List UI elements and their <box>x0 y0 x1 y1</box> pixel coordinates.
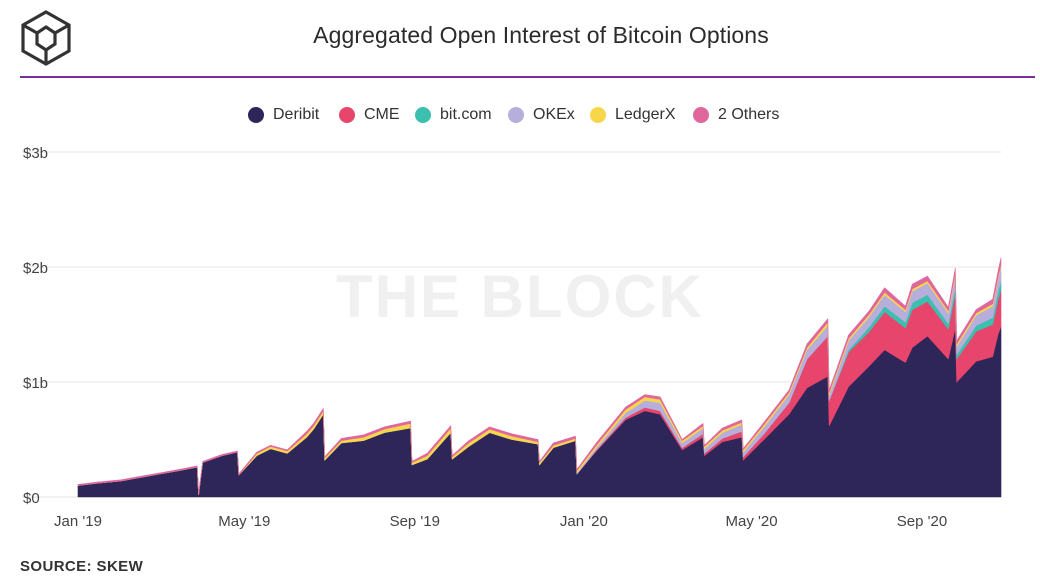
y-tick-label: $3b <box>23 145 48 162</box>
legend-label: OKEx <box>533 106 575 123</box>
x-tick-label: May '20 <box>726 513 778 530</box>
chart-header: Aggregated Open Interest of Bitcoin Opti… <box>0 0 1040 78</box>
legend-swatch <box>339 107 355 123</box>
y-tick-label: $1b <box>23 375 48 392</box>
legend-label: 2 Others <box>718 106 780 123</box>
x-tick-label: Sep '19 <box>390 513 440 530</box>
legend-item-okex[interactable]: OKEx <box>508 106 575 124</box>
chart-title: Aggregated Open Interest of Bitcoin Opti… <box>313 22 769 48</box>
x-tick-label: Jan '19 <box>54 513 102 530</box>
series-areas <box>77 257 1002 498</box>
x-tick-label: Jan '20 <box>560 513 608 530</box>
legend-item-deribit[interactable]: Deribit <box>248 106 319 124</box>
legend-item-bitcom[interactable]: bit.com <box>415 106 492 124</box>
legend-item-2-others[interactable]: 2 Others <box>693 106 779 124</box>
legend-item-ledgerx[interactable]: LedgerX <box>590 106 676 124</box>
y-tick-label: $0 <box>23 490 40 507</box>
legend-label: LedgerX <box>615 106 676 123</box>
legend-label: bit.com <box>440 106 492 123</box>
header-divider <box>20 76 1035 78</box>
legend-swatch <box>415 107 431 123</box>
x-tick-label: May '19 <box>218 513 270 530</box>
x-tick-label: Sep '20 <box>897 513 947 530</box>
watermark: THE BLOCK <box>336 263 704 330</box>
cube-logo-icon <box>21 10 71 66</box>
stacked-area-chart: $0 $1b $2b $3b Jan '19 May '19 Sep '19 Jan '20… <box>22 145 1002 530</box>
source-note: SOURCE: SKEW <box>20 558 144 575</box>
legend-label: CME <box>364 106 400 123</box>
legend-swatch <box>693 107 709 123</box>
series-area-2-others <box>77 257 1002 495</box>
legend-swatch <box>508 107 524 123</box>
chart-legend: Deribit CME bit.com OKEx LedgerX 2 Other… <box>0 106 1040 132</box>
legend-item-cme[interactable]: CME <box>339 106 400 124</box>
legend-swatch <box>590 107 606 123</box>
legend-label: Deribit <box>273 106 320 123</box>
legend-swatch <box>248 107 264 123</box>
x-axis-tick-labels: Jan '19 May '19 Sep '19 Jan '20 May '20 Sep '… <box>54 513 947 530</box>
y-axis-tick-labels: $0 $1b $2b $3b <box>23 145 48 507</box>
y-tick-label: $2b <box>23 260 48 277</box>
